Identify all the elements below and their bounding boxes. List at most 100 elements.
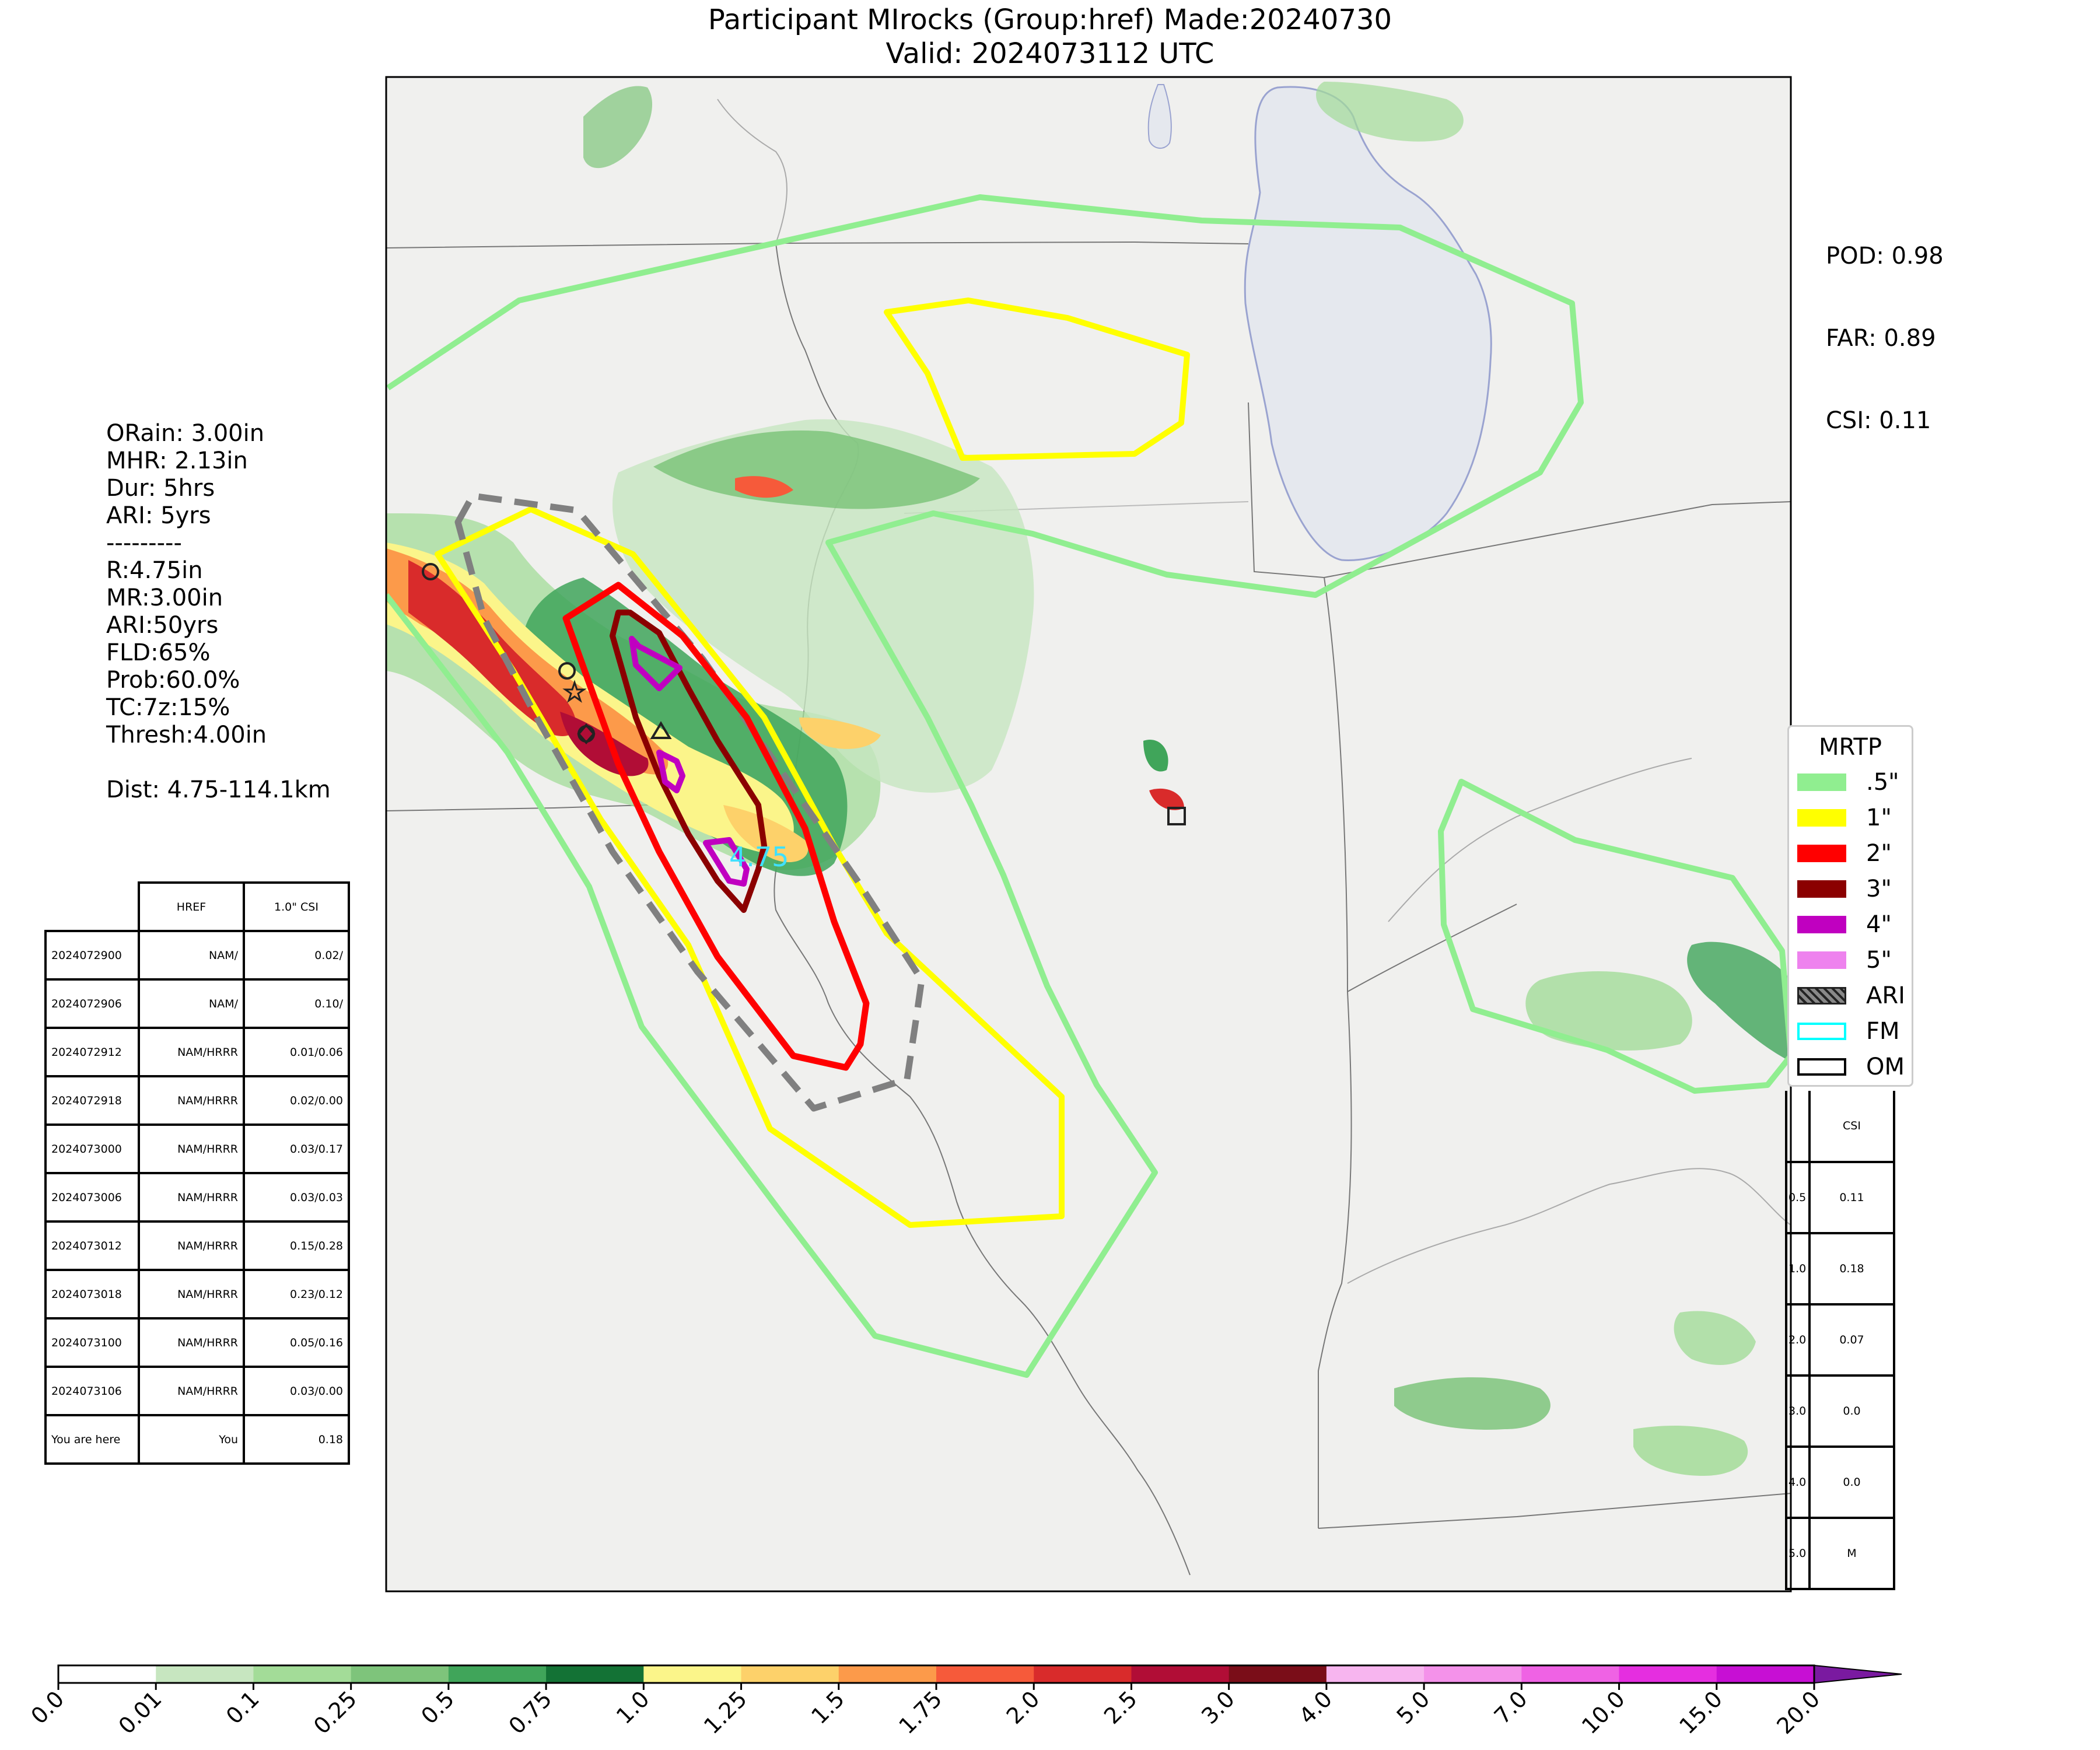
obs-triangle-marker <box>650 721 672 739</box>
table-cell: 1.0 <box>1785 1232 1811 1306</box>
colorbar-tick-label: 20.0 <box>1772 1686 1825 1739</box>
table-cell: 2.0 <box>1785 1303 1811 1377</box>
table-cell: NAM/HRRR <box>138 1317 245 1368</box>
table-row: 3.0 0.0 <box>1785 1374 1895 1448</box>
table-cell: NAM/HRRR <box>138 1124 245 1174</box>
table-row: 2024072900 NAM/0.02/ <box>44 930 350 981</box>
forecast-info-line: ARI: 5yrs <box>106 502 211 529</box>
table-cell: 0.10/ <box>243 978 350 1029</box>
table-cell: 0.01/0.06 <box>243 1027 350 1077</box>
table-cell: 0.0 <box>1808 1446 1895 1519</box>
map-title: Participant MIrocks (Group:href) Made:20… <box>0 3 2100 71</box>
table-row: 2024073012 NAM/HRRR 0.15/0.28 <box>44 1220 350 1271</box>
table-row: 5.0 M <box>1785 1517 1895 1590</box>
contour-4in <box>629 636 750 887</box>
colorbar-segment <box>156 1665 254 1683</box>
colorbar-tick-label: 0.1 <box>221 1686 264 1729</box>
contour-2in <box>562 582 870 1071</box>
table-cell: You are here <box>44 1414 140 1465</box>
forecast-info-line: FLD:65% <box>106 639 211 666</box>
colorbar-tick-label: 2.5 <box>1099 1686 1142 1729</box>
colorbar-tick-label: 3.0 <box>1196 1686 1240 1729</box>
colorbar-extend-arrow <box>1814 1664 1902 1684</box>
table-cell: 0.23/0.12 <box>243 1269 350 1320</box>
csi-value: CSI: 0.11 <box>1826 407 1931 434</box>
table-cell: 2024073100 <box>44 1317 140 1368</box>
forecast-info-line: MHR: 2.13in <box>106 447 248 474</box>
legend-swatch <box>1797 774 1846 791</box>
table-cell: 3.0 <box>1785 1374 1811 1448</box>
legend-swatch <box>1797 987 1846 1005</box>
colorbar-segment <box>838 1665 937 1683</box>
colorbar-tick-label: 4.0 <box>1294 1686 1337 1729</box>
colorbar-segment <box>448 1665 547 1683</box>
colorbar-tick-label: 10.0 <box>1577 1686 1630 1739</box>
forecast-info-line: Thresh:4.00in <box>106 722 267 748</box>
table-header-cell: CSI <box>1808 1091 1895 1163</box>
table-row: 1.0 0.18 <box>1785 1232 1895 1306</box>
table-cell: 2024073006 <box>44 1172 140 1223</box>
table-cell: 0.03/0.17 <box>243 1124 350 1174</box>
table-cell: 0.5 <box>1785 1161 1811 1234</box>
table-cell: 0.07 <box>1808 1303 1895 1377</box>
table-cell: You <box>138 1414 245 1465</box>
colorbar-segment <box>1716 1665 1815 1683</box>
table-row: 2024073100 NAM/HRRR 0.05/0.16 <box>44 1317 350 1368</box>
legend-swatch <box>1797 951 1846 969</box>
table-cell: NAM/HRRR <box>138 1027 245 1077</box>
table-row: 2024072906 NAM/0.10/ <box>44 978 350 1029</box>
precip-shading <box>386 82 1791 1476</box>
forecast-info-line: --------- <box>106 530 182 556</box>
table-row: 2024072912 NAM/HRRR 0.01/0.06 <box>44 1027 350 1077</box>
legend-label: FM <box>1866 1018 1900 1045</box>
legend-swatch <box>1797 916 1846 933</box>
table-header-cell: 1.0" CSI <box>243 881 350 932</box>
legend-swatch <box>1797 880 1846 898</box>
table-header-cell: HREF <box>138 881 245 932</box>
contour-1in <box>435 298 1190 1228</box>
lake-michigan <box>1244 86 1492 561</box>
colorbar-segment <box>1034 1665 1132 1683</box>
obs-circle-marker <box>558 662 576 680</box>
table-cell: 0.02/0.00 <box>243 1075 350 1126</box>
table-cell: 0.03/0.03 <box>243 1172 350 1223</box>
colorbar-tick-label: 1.75 <box>894 1686 947 1739</box>
colorbar-tick-label: 0.01 <box>114 1686 167 1739</box>
table-cell: NAM/HRRR <box>138 1366 245 1416</box>
colorbar-segment <box>1228 1665 1327 1683</box>
legend-label: 5" <box>1866 947 1892 974</box>
table-cell: NAM/HRRR <box>138 1075 245 1126</box>
table-row: 0.5 0.11 <box>1785 1161 1895 1234</box>
colorbar-tick-label: 1.25 <box>699 1686 752 1739</box>
colorbar-tick-label: 0.5 <box>416 1686 459 1729</box>
table-cell: 0.11 <box>1808 1161 1895 1234</box>
colorbar-tick-label: 1.0 <box>611 1686 654 1729</box>
table-cell: NAM/HRRR <box>138 1269 245 1320</box>
legend-label: 3" <box>1866 876 1892 902</box>
table-cell: 0.18 <box>243 1414 350 1465</box>
legend-label: 2" <box>1866 840 1892 867</box>
table-cell: 5.0 <box>1785 1517 1811 1590</box>
table-header-cell <box>1785 1091 1811 1163</box>
forecast-info-line: ARI:50yrs <box>106 612 219 639</box>
forecast-info: ORain: 3.00in MHR: 2.13in Dur: 5hrs ARI: 5y… <box>106 420 331 804</box>
table-cell: 0.05/0.16 <box>243 1317 350 1368</box>
colorbar-tick-label: 2.0 <box>1002 1686 1045 1729</box>
legend-swatch <box>1797 845 1846 862</box>
colorbar-segment <box>1326 1665 1424 1683</box>
obs-diamond-marker <box>577 723 596 745</box>
table-cell: 2024073012 <box>44 1220 140 1271</box>
table-row: 2024073000 NAM/HRRR 0.03/0.17 <box>44 1124 350 1174</box>
table-cell: 2024072900 <box>44 930 140 981</box>
table-row: You are here You 0.18 <box>44 1414 350 1465</box>
rivers <box>717 99 1791 1284</box>
table-cell: NAM/ <box>138 978 245 1029</box>
observation-markers <box>422 563 1186 825</box>
legend-swatch <box>1797 1023 1846 1040</box>
table-cell: 2024072906 <box>44 978 140 1029</box>
obs-circle-marker <box>422 563 439 580</box>
table-header-row: HREF 1.0" CSI <box>46 881 350 932</box>
pod-value: POD: 0.98 <box>1826 243 1944 270</box>
table-cell: 0.18 <box>1808 1232 1895 1306</box>
table-cell: 2024073106 <box>44 1366 140 1416</box>
